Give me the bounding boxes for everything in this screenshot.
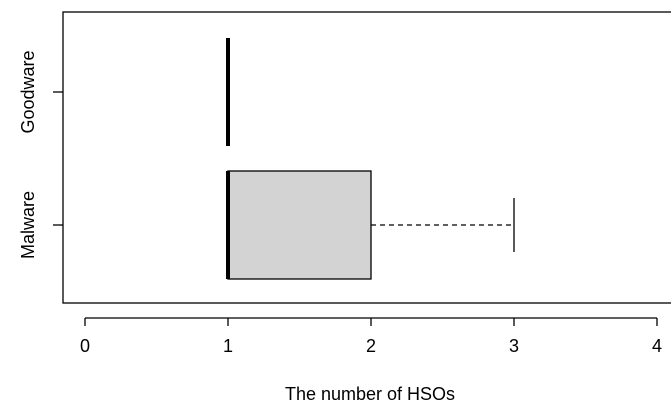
y-axis: Malware Goodware (18, 50, 63, 259)
y-category-label: Goodware (18, 50, 38, 133)
x-tick-label: 2 (366, 336, 376, 356)
x-tick-label: 3 (509, 336, 519, 356)
x-tick-label: 1 (223, 336, 233, 356)
x-axis: 0 1 2 3 4 (80, 317, 662, 356)
y-category-label: Malware (18, 191, 38, 259)
plot-frame (62, 11, 671, 304)
x-tick-label: 0 (80, 336, 90, 356)
x-axis-title: The number of HSOs (285, 384, 455, 404)
box-malware (226, 170, 515, 280)
box-body (227, 170, 372, 280)
x-tick-label: 4 (652, 336, 662, 356)
boxplot-marks (226, 38, 515, 280)
